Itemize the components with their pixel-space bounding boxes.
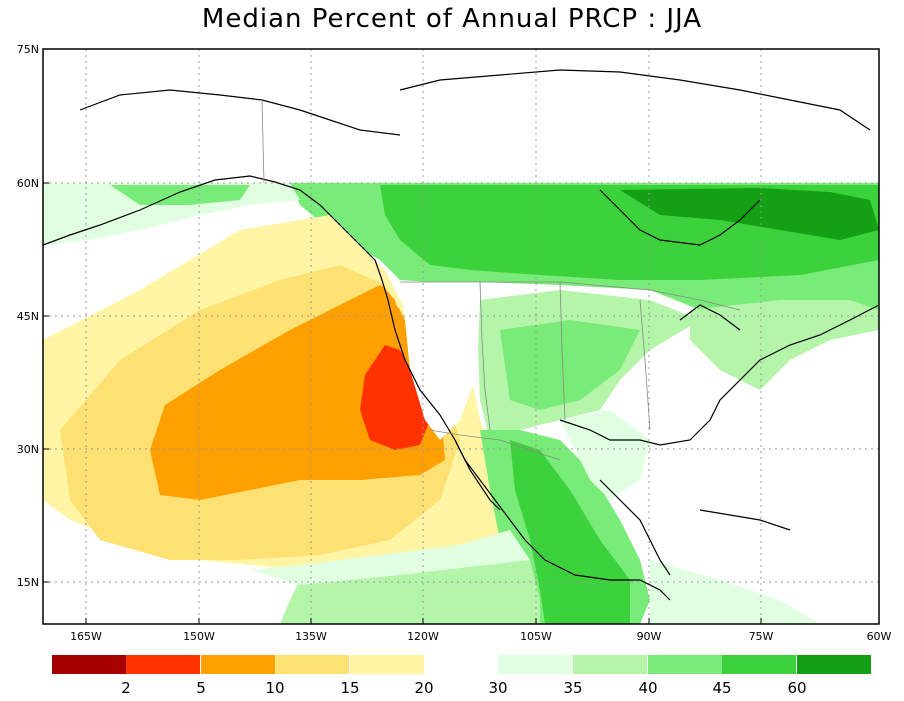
hudson-dark-green xyxy=(620,188,879,240)
colorbar-label: 35 xyxy=(563,679,582,697)
east-pac-pale-green xyxy=(250,530,530,585)
map-area xyxy=(43,49,879,624)
us-west-pale xyxy=(400,285,480,440)
latitude-labels: 75N 60N 45N 30N 15N xyxy=(17,43,49,589)
colorbar-swatch xyxy=(722,655,796,674)
carib-green xyxy=(650,560,820,624)
longitude-labels: 165W 150W 135W 120W 105W 90W 75W 60W xyxy=(70,618,892,643)
colorbar-label: 2 xyxy=(121,679,131,697)
colorbar-labels: 2 5 10 15 20 30 35 40 45 60 xyxy=(121,679,806,697)
alaska-green xyxy=(110,185,250,205)
colorbar-label: 45 xyxy=(712,679,731,697)
lon-label: 60W xyxy=(867,630,892,643)
gulf-light-green xyxy=(560,410,650,500)
lat-label: 30N xyxy=(17,443,39,456)
lon-label: 135W xyxy=(295,630,327,643)
colorbar-label: 15 xyxy=(340,679,359,697)
map-frame xyxy=(42,48,880,625)
colorbar-swatch xyxy=(126,655,200,674)
lon-label: 165W xyxy=(70,630,102,643)
lat-label: 60N xyxy=(17,177,39,190)
colorbar-swatch xyxy=(573,655,647,674)
california-2-5 xyxy=(360,345,430,450)
colorbar-swatch xyxy=(350,655,424,674)
colorbar xyxy=(52,655,871,674)
colorbar-label: 5 xyxy=(196,679,206,697)
lat-label: 15N xyxy=(17,576,39,589)
colorbar-label: 10 xyxy=(265,679,284,697)
lat-label: 75N xyxy=(17,43,39,56)
gridlines xyxy=(43,49,879,624)
lon-label: 75W xyxy=(749,630,774,643)
colorbar-label: 40 xyxy=(638,679,657,697)
colorbar-swatch xyxy=(648,655,722,674)
lon-label: 90W xyxy=(637,630,662,643)
colorbar-label: 60 xyxy=(787,679,806,697)
lon-label: 120W xyxy=(407,630,439,643)
colorbar-swatch xyxy=(498,655,572,674)
coastlines xyxy=(43,69,879,601)
lon-label: 105W xyxy=(520,630,552,643)
colorbar-swatch xyxy=(797,655,871,674)
chart-title: Median Percent of Annual PRCP : JJA xyxy=(201,4,703,34)
northeast-green xyxy=(690,300,879,390)
lat-label: 45N xyxy=(17,310,39,323)
lon-label: 150W xyxy=(183,630,215,643)
colorbar-swatch xyxy=(201,655,275,674)
plains-green xyxy=(500,320,640,410)
colorbar-swatch xyxy=(275,655,349,674)
colorbar-swatch xyxy=(52,655,126,674)
colorbar-label: 30 xyxy=(488,679,507,697)
pacific-5-10 xyxy=(150,285,445,500)
political-boundaries xyxy=(261,99,741,461)
colorbar-label: 20 xyxy=(414,679,433,697)
